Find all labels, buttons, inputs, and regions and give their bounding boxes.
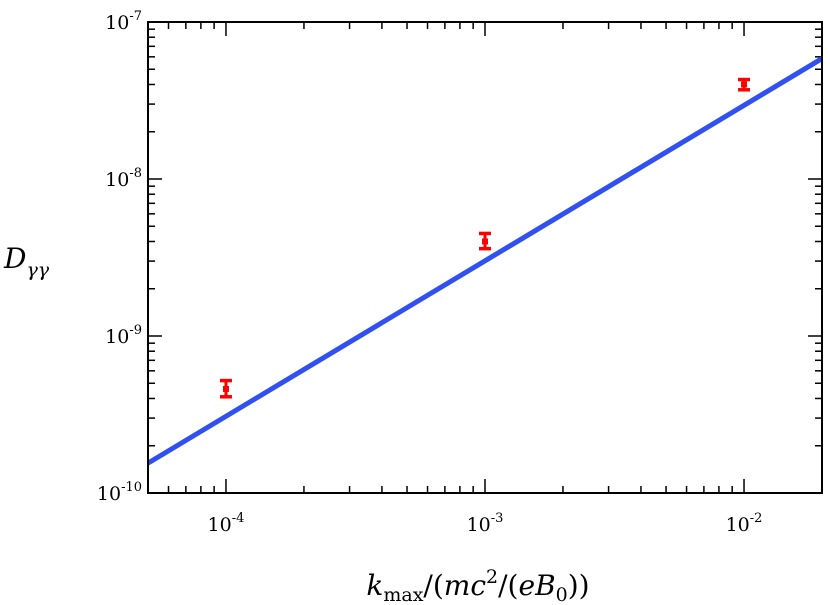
data-point	[738, 77, 751, 92]
axis-ticks	[147, 21, 823, 494]
plot-frame	[147, 21, 823, 494]
y-tick-label: 10-8	[105, 166, 142, 191]
point-marker	[482, 238, 488, 245]
y-tick-label: 10-7	[105, 9, 142, 34]
tick-labels: 10-4 10-3 10-2 10-10 10-9 10-8 10-7	[97, 9, 763, 536]
x-axis-label: kmax/(mc2/(eB0))	[366, 566, 589, 605]
data-point	[219, 378, 232, 399]
point-marker	[741, 81, 748, 88]
data-point	[479, 231, 491, 251]
y-tick-label: 10-10	[97, 480, 142, 505]
y-tick-label: 10-9	[105, 323, 142, 348]
series-layer	[148, 56, 822, 466]
x-tick-label: 10-4	[208, 511, 245, 536]
y-axis-label: Dγγ	[3, 242, 50, 281]
x-tick-label: 10-3	[467, 511, 504, 536]
fit-line	[148, 56, 822, 466]
point-marker	[222, 385, 229, 392]
x-tick-label: 10-2	[726, 511, 763, 536]
